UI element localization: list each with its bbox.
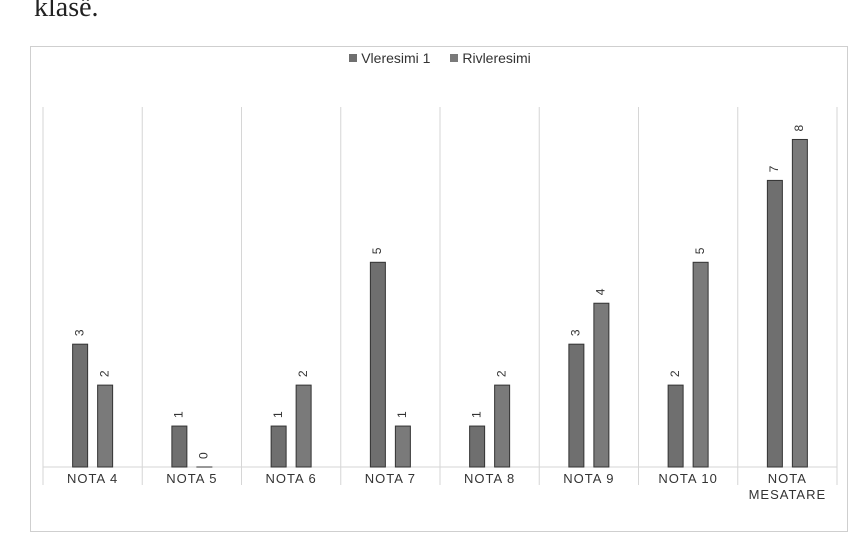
category-label-5: NOTA 8 xyxy=(464,471,515,486)
category-label-4: NOTA 7 xyxy=(365,471,416,486)
category-label-7: NOTA 10 xyxy=(658,471,718,486)
bar-2-6 xyxy=(593,302,610,468)
page-text: klasë. xyxy=(34,0,99,23)
category-label-8-line-1: NOTA xyxy=(768,471,807,486)
category-label-6: NOTA 9 xyxy=(563,471,614,486)
chart-frame: Vleresimi 1 Rivleresimi 3 2 NOTA 4 1 0 NOTA 5… xyxy=(30,46,848,532)
category-label-2: NOTA 5 xyxy=(166,471,217,486)
data-label-1-5: 1 xyxy=(469,411,483,418)
bar-2-4 xyxy=(394,425,411,468)
bar-chart: 3 2 NOTA 4 1 0 NOTA 5 1 2 NOTA 6 5 1 NOTA 7 1 2 NOTA 8… xyxy=(42,107,838,502)
data-label-2-1: 2 xyxy=(97,370,111,377)
chart-legend: Vleresimi 1 Rivleresimi xyxy=(31,47,849,66)
data-label-2-3: 2 xyxy=(296,370,310,377)
legend-label-series-1: Vleresimi 1 xyxy=(361,50,431,66)
data-label-2-6: 4 xyxy=(594,288,608,295)
data-label-2-8: 8 xyxy=(792,124,806,131)
bar-1-6 xyxy=(568,343,585,468)
data-label-1-3: 1 xyxy=(271,411,285,418)
bar-2-5 xyxy=(494,384,511,468)
data-label-2-4: 1 xyxy=(395,411,409,418)
data-label-1-4: 5 xyxy=(370,247,384,254)
bar-2-1 xyxy=(97,384,114,468)
legend-swatch-series-2 xyxy=(450,54,459,62)
legend-item-series-2: Rivleresimi xyxy=(450,50,531,66)
bar-2-3 xyxy=(295,384,312,468)
category-label-3: NOTA 6 xyxy=(265,471,316,486)
data-label-2-5: 2 xyxy=(494,370,508,377)
bar-1-7 xyxy=(667,384,684,468)
bar-1-2 xyxy=(171,425,188,468)
data-label-1-7: 2 xyxy=(668,370,682,377)
bar-1-3 xyxy=(270,425,287,468)
data-label-1-1: 3 xyxy=(72,329,86,336)
data-label-1-6: 3 xyxy=(569,329,583,336)
legend-swatch-series-1 xyxy=(349,54,358,62)
data-label-2-7: 5 xyxy=(693,247,707,254)
bar-1-5 xyxy=(469,425,486,468)
data-label-1-8: 7 xyxy=(767,165,781,172)
data-label-2-2: 0 xyxy=(197,452,211,459)
category-label-8-line-2: MESATARE xyxy=(749,487,827,502)
bar-2-7 xyxy=(692,261,709,468)
bar-1-1 xyxy=(72,343,89,468)
bar-2-8 xyxy=(791,138,808,468)
bar-1-8 xyxy=(766,179,783,468)
legend-item-series-1: Vleresimi 1 xyxy=(349,50,430,66)
legend-label-series-2: Rivleresimi xyxy=(462,50,531,66)
category-label-1: NOTA 4 xyxy=(67,471,118,486)
bar-1-4 xyxy=(369,261,386,468)
data-label-1-2: 1 xyxy=(172,411,186,418)
